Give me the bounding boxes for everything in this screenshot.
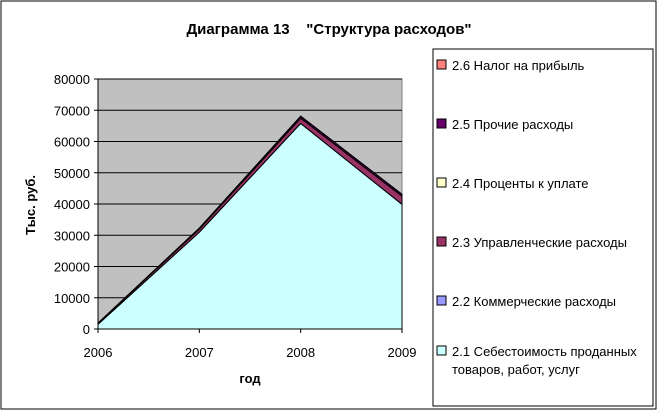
y-tick-labels: 0 10000 20000 30000 40000 50000 60000 70000 8000… bbox=[54, 72, 98, 337]
y-tick-label-0: 0 bbox=[83, 322, 90, 337]
x-tick-label-2007: 2007 bbox=[185, 345, 214, 360]
legend: 2.6 Налог на прибыль 2.5 Прочие расходы 2.… bbox=[436, 58, 637, 377]
area-series-6 bbox=[97, 115, 403, 324]
legend-item-3: 2.3 Управленческие расходы bbox=[436, 235, 627, 250]
chart-title: Диаграмма 13 "Структура расходов" bbox=[186, 21, 471, 38]
legend-label: 2.1 Себестоимость проданных товаров, рабо… bbox=[452, 344, 637, 377]
x-tick-labels: 2006 2007 2008 2009 bbox=[84, 329, 417, 360]
legend-swatch bbox=[436, 59, 447, 70]
legend-label: 2.2 Коммерческие расходы bbox=[452, 294, 616, 309]
legend-swatch bbox=[436, 236, 447, 247]
x-tick-label-2008: 2008 bbox=[286, 345, 315, 360]
y-axis-title: Тыс. руб. bbox=[23, 175, 38, 235]
y-tick-label-20000: 20000 bbox=[54, 260, 90, 275]
area-series-group bbox=[97, 115, 403, 330]
legend-item-6: 2.6 Налог на прибыль bbox=[436, 58, 585, 73]
legend-swatch bbox=[436, 345, 447, 356]
y-tick-label-10000: 10000 bbox=[54, 291, 90, 306]
y-tick-label-60000: 60000 bbox=[54, 135, 90, 150]
y-tick-label-40000: 40000 bbox=[54, 197, 90, 212]
y-tick-label-80000: 80000 bbox=[54, 72, 90, 87]
legend-swatch bbox=[436, 177, 447, 188]
legend-item-1: 2.1 Себестоимость проданных товаров, рабо… bbox=[436, 344, 637, 377]
legend-label: 2.6 Налог на прибыль bbox=[452, 58, 585, 73]
y-tick-label-70000: 70000 bbox=[54, 103, 90, 118]
x-tick-label-2009: 2009 bbox=[388, 345, 417, 360]
legend-label: 2.5 Прочие расходы bbox=[452, 117, 573, 132]
legend-label: 2.3 Управленческие расходы bbox=[452, 235, 627, 250]
legend-swatch bbox=[436, 118, 447, 129]
y-tick-label-30000: 30000 bbox=[54, 228, 90, 243]
legend-label: 2.4 Проценты к уплате bbox=[452, 176, 589, 191]
legend-box bbox=[432, 48, 654, 407]
legend-item-2: 2.2 Коммерческие расходы bbox=[436, 294, 616, 309]
x-axis-title: год bbox=[239, 371, 261, 386]
y-tick-label-50000: 50000 bbox=[54, 166, 90, 181]
x-tick-label-2006: 2006 bbox=[84, 345, 113, 360]
legend-item-4: 2.4 Проценты к уплате bbox=[436, 176, 589, 191]
legend-swatch bbox=[436, 295, 447, 306]
legend-item-5: 2.5 Прочие расходы bbox=[436, 117, 573, 132]
